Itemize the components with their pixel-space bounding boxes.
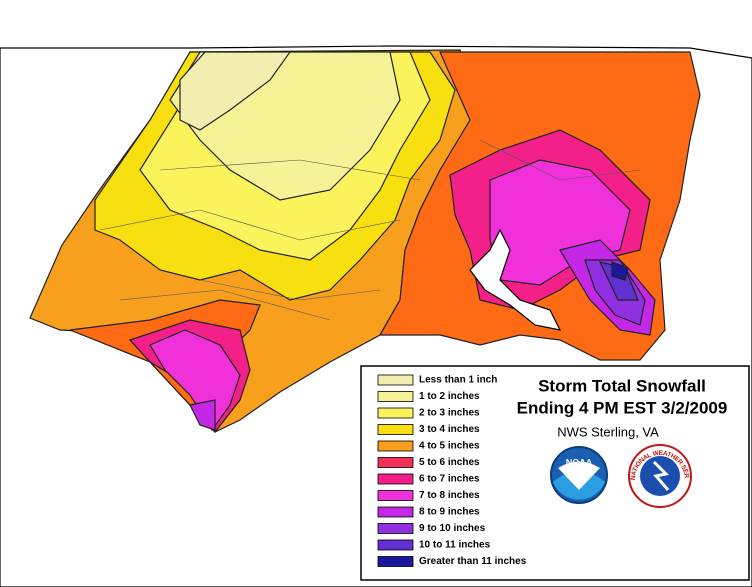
legend-swatch xyxy=(377,506,414,518)
legend-label: Greater than 11 inches xyxy=(419,556,527,567)
legend-swatch xyxy=(377,556,414,567)
legend-swatch xyxy=(377,374,414,386)
legend-label: 9 to 10 inches xyxy=(419,523,486,534)
office-name: NWS Sterling, VA xyxy=(557,424,659,439)
legend-swatch xyxy=(377,490,414,501)
legend-label: 6 to 7 inches xyxy=(419,474,480,485)
bay-water xyxy=(469,228,562,331)
noaa-logo: NOAA xyxy=(550,446,608,504)
county-line xyxy=(479,139,641,181)
legend-label: 3 to 4 inches xyxy=(419,424,480,435)
legend-label: 4 to 5 inches xyxy=(419,441,480,452)
legend-swatch xyxy=(377,424,414,435)
band-8-9-south xyxy=(189,399,216,431)
legend-label: 1 to 2 inches xyxy=(419,391,480,402)
band-lt-1 xyxy=(179,51,292,131)
legend-swatch xyxy=(377,473,414,485)
legend-label: 7 to 8 inches xyxy=(419,490,480,501)
legend-label: 5 to 6 inches xyxy=(419,457,480,468)
logo-text: NOAA xyxy=(566,457,593,467)
legend-label: 2 to 3 inches xyxy=(419,408,480,419)
band-7-8-south xyxy=(149,329,241,432)
county-line xyxy=(159,159,421,181)
title-line: Ending 4 PM EST 3/2/2009 xyxy=(517,398,728,417)
band-gt-11 xyxy=(611,261,629,281)
legend-label: 10 to 11 inches xyxy=(419,540,491,551)
legend-label: Less than 1 inch xyxy=(419,375,497,386)
legend-swatch xyxy=(377,440,414,452)
legend-swatch xyxy=(377,539,414,551)
legend-swatch xyxy=(377,523,414,534)
legend-swatch xyxy=(377,391,414,402)
legend: Less than 1 inch 1 to 2 inches 2 to 3 inch… xyxy=(377,374,527,567)
legend-swatch xyxy=(377,457,414,468)
logo-bolt xyxy=(652,460,670,491)
county-line xyxy=(119,289,331,321)
map-layer xyxy=(0,45,752,587)
legend-swatch xyxy=(377,407,414,419)
logo-bird xyxy=(558,461,600,490)
county-line xyxy=(99,209,401,241)
legend-label: 8 to 9 inches xyxy=(419,507,480,518)
title-line: Storm Total Snowfall xyxy=(538,376,706,395)
county-line xyxy=(199,279,381,301)
